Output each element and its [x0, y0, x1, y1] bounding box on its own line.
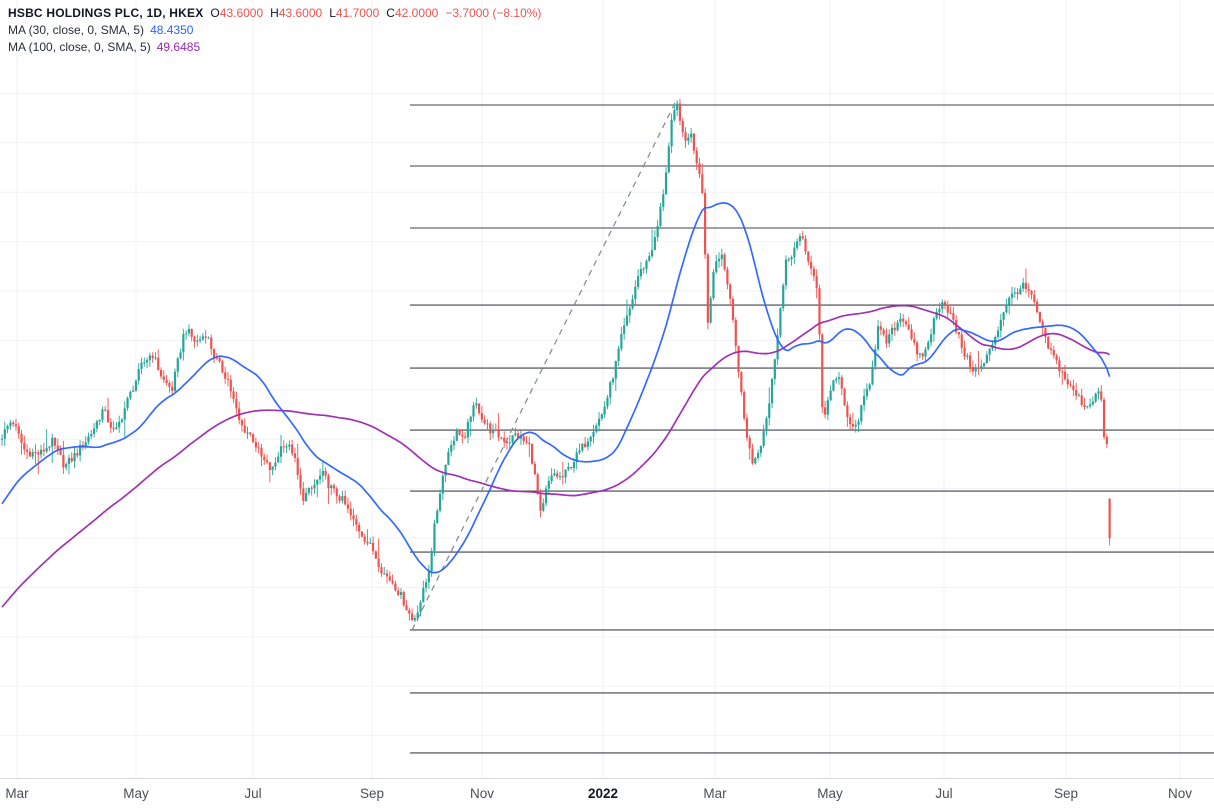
symbol-legend-row[interactable]: HSBC HOLDINGS PLC, 1D, HKEX O43.6000 H43.6… — [8, 5, 541, 22]
low-label: L — [329, 6, 336, 20]
x-axis-label: Sep — [359, 786, 385, 801]
close-value: 42.0000 — [394, 6, 439, 20]
high-value: 43.6000 — [278, 6, 323, 20]
x-axis-label: Mar — [5, 786, 29, 801]
x-axis-label: May — [817, 786, 843, 801]
x-axis-label: Nov — [1167, 786, 1192, 801]
x-axis-label: Nov — [469, 786, 494, 801]
symbol-title: HSBC HOLDINGS PLC, 1D, HKEX — [8, 6, 204, 20]
ma30-value: 48.4350 — [150, 23, 194, 37]
x-axis-label: Mar — [703, 786, 727, 801]
change-value: −3.7000 (−8.10%) — [445, 6, 542, 20]
ma100-value: 49.6485 — [156, 40, 201, 54]
ma100-label: MA (100, close, 0, SMA, 5) — [8, 40, 151, 54]
open-label: O — [210, 6, 220, 20]
legend: HSBC HOLDINGS PLC, 1D, HKEX O43.6000 H43.6… — [8, 5, 541, 56]
low-value: 41.7000 — [335, 6, 380, 20]
x-axis-label: Jul — [244, 786, 262, 801]
close-label: C — [386, 6, 395, 20]
x-axis-label: 2022 — [587, 786, 619, 801]
x-axis-label: Jul — [935, 786, 953, 801]
time-axis[interactable]: Mar May Jul Sep Nov 2022 Mar May Jul Sep Nov — [0, 778, 1214, 809]
price-chart-canvas[interactable] — [0, 0, 1214, 778]
x-axis-label: Sep — [1053, 786, 1079, 801]
ma100-legend-row[interactable]: MA (100, close, 0, SMA, 5) 49.6485 — [8, 39, 541, 56]
ma30-legend-row[interactable]: MA (30, close, 0, SMA, 5) 48.4350 — [8, 22, 541, 39]
open-value: 43.6000 — [219, 6, 264, 20]
x-axis-label: May — [123, 786, 149, 801]
high-label: H — [270, 6, 279, 20]
ma30-label: MA (30, close, 0, SMA, 5) — [8, 23, 145, 37]
